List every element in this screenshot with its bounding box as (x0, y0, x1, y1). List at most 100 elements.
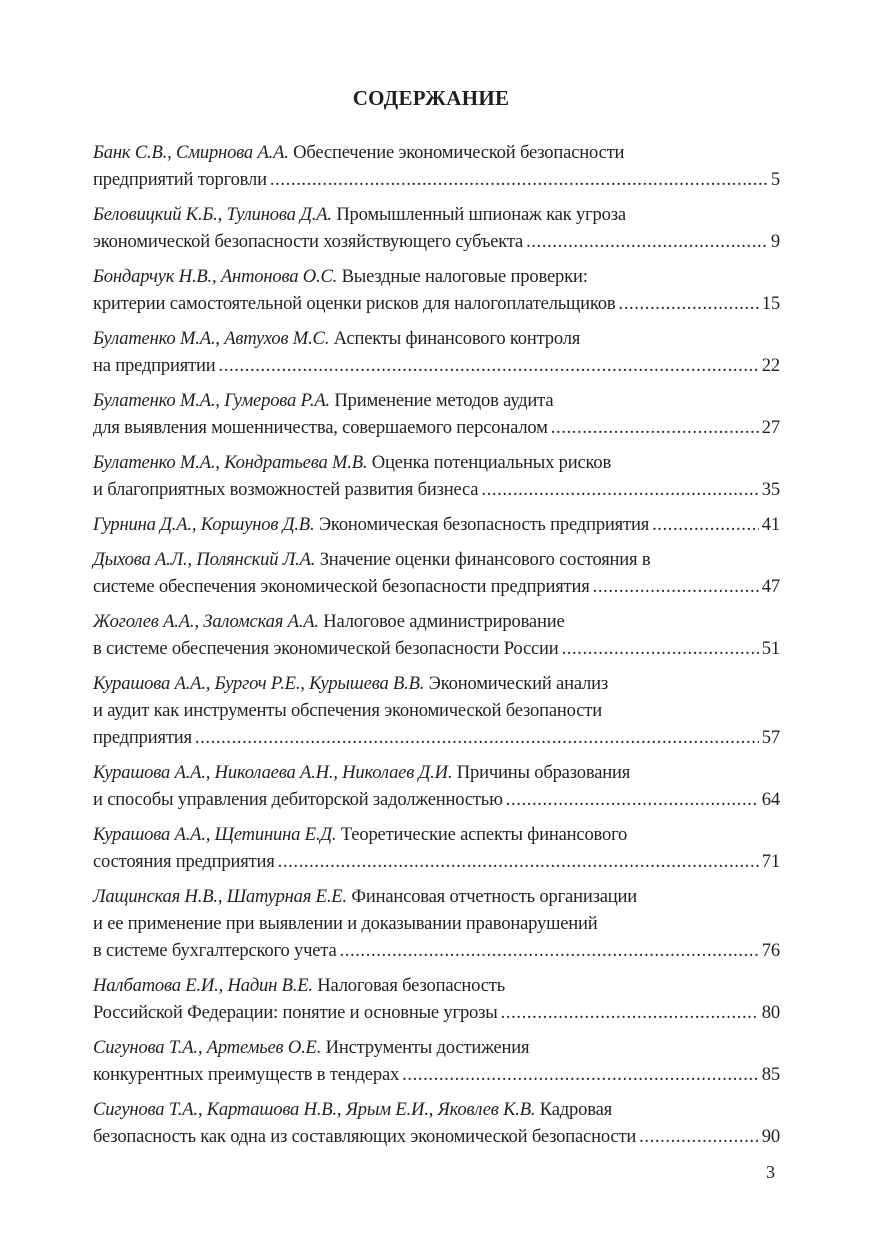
entry-page-number: 15 (761, 293, 780, 314)
toc-entry[interactable]: Беловицкий К.Б., Тулинова Д.А. Промышлен… (93, 201, 780, 255)
entry-authors: Курашова А.А., Бургоч Р.Е., Курышева В.В… (93, 673, 425, 694)
entry-title-line: критерии самостоятельной оценки рисков д… (93, 293, 616, 314)
entry-text: Бондарчук Н.В., Антонова О.С. Выездные н… (93, 263, 588, 290)
toc-entry[interactable]: Сигунова Т.А., Карташова Н.В., Ярым Е.И.… (93, 1096, 780, 1150)
toc-entry[interactable]: Булатенко М.А., Кондратьева М.В. Оценка … (93, 449, 780, 503)
entry-title-line: Теоретические аспекты финансового (340, 824, 628, 845)
entry-title-line: Промышленный шпионаж как угроза (336, 204, 626, 225)
toc-entry[interactable]: Булатенко М.А., Гумерова Р.А. Применение… (93, 387, 780, 441)
entry-page-number: 5 (770, 169, 780, 190)
dot-leader (593, 573, 759, 600)
entry-text: экономической безопасности хозяйствующег… (93, 228, 523, 255)
toc-entry[interactable]: Сигунова Т.А., Артемьев О.Е. Инструменты… (93, 1034, 780, 1088)
toc-entry-line: предприятий торговли 5 (93, 166, 780, 193)
toc-entry[interactable]: Лащинская Н.В., Шатурная Е.Е. Финансовая… (93, 883, 780, 964)
toc-entry[interactable]: Курашова А.А., Бургоч Р.Е., Курышева В.В… (93, 670, 780, 751)
entry-title-line: предприятия (93, 727, 192, 748)
toc-entry[interactable]: Курашова А.А., Щетинина Е.Д. Теоретическ… (93, 821, 780, 875)
dot-leader (340, 937, 759, 964)
entry-text: для выявления мошенничества, совершаемог… (93, 414, 548, 441)
entry-title-line: и благоприятных возможностей развития би… (93, 479, 479, 500)
toc-entry[interactable]: Бондарчук Н.В., Антонова О.С. Выездные н… (93, 263, 780, 317)
entry-text: предприятия (93, 724, 192, 751)
toc-entry-line: для выявления мошенничества, совершаемог… (93, 414, 780, 441)
entry-text: Курашова А.А., Бургоч Р.Е., Курышева В.В… (93, 670, 608, 697)
entry-page-number: 90 (761, 1126, 780, 1147)
entry-title-line: Налоговая безопасность (317, 975, 506, 996)
dot-leader (402, 1061, 759, 1088)
entry-title-line: состояния предприятия (93, 851, 275, 872)
entry-text: предприятий торговли (93, 166, 267, 193)
entry-title-line: и аудит как инструменты обспечения эконо… (93, 700, 602, 721)
entry-text: Дыхова А.Л., Полянский Л.А. Значение оце… (93, 546, 651, 573)
entry-title-line: экономической безопасности хозяйствующег… (93, 231, 524, 252)
toc-entry[interactable]: Налбатова Е.И., Надин В.Е. Налоговая без… (93, 972, 780, 1026)
entry-title-line: Значение оценки финансового состояния в (319, 549, 651, 570)
entry-title-line: конкурентных преимуществ в тендерах (93, 1064, 400, 1085)
toc-entry[interactable]: Жоголев А.А., Заломская А.А. Налоговое а… (93, 608, 780, 662)
dot-leader (195, 724, 759, 751)
entry-text: критерии самостоятельной оценки рисков д… (93, 290, 616, 317)
toc-entry-line: на предприятии 22 (93, 352, 780, 379)
entry-title-line: в системе обеспечения экономической безо… (93, 638, 559, 659)
entry-page-number: 71 (761, 851, 780, 872)
entry-title-line: Обеспечение экономической безопасности (293, 142, 625, 163)
entry-title-line: Российской Федерации: понятие и основные… (93, 1002, 498, 1023)
entry-text: состояния предприятия (93, 848, 275, 875)
dot-leader (639, 1123, 759, 1150)
entry-page-number: 85 (761, 1064, 780, 1085)
entry-authors: Банк С.В., Смирнова А.А. (93, 142, 289, 163)
toc-entry-line: состояния предприятия 71 (93, 848, 780, 875)
entry-text: и аудит как инструменты обспечения эконо… (93, 697, 602, 724)
dot-leader (481, 476, 758, 503)
toc-entry-line: Сигунова Т.А., Карташова Н.В., Ярым Е.И.… (93, 1096, 780, 1123)
entry-text: Российской Федерации: понятие и основные… (93, 999, 498, 1026)
entry-title-line: Экономический анализ (428, 673, 609, 694)
entry-title-line: Экономическая безопасность предприятия (318, 514, 650, 535)
entry-page-number: 22 (761, 355, 780, 376)
entry-title-line: Причины образования (456, 762, 631, 783)
toc-entry-line: конкурентных преимуществ в тендерах 85 (93, 1061, 780, 1088)
entry-authors: Булатенко М.А., Кондратьева М.В. (93, 452, 368, 473)
toc-entry[interactable]: Банк С.В., Смирнова А.А. Обеспечение эко… (93, 139, 780, 193)
entry-text: в системе обеспечения экономической безо… (93, 635, 559, 662)
toc-entry-line: Жоголев А.А., Заломская А.А. Налоговое а… (93, 608, 780, 635)
toc-entry[interactable]: Булатенко М.А., Автухов М.С. Аспекты фин… (93, 325, 780, 379)
entry-title-line: на предприятии (93, 355, 216, 376)
entry-text: Булатенко М.А., Кондратьева М.В. Оценка … (93, 449, 611, 476)
entry-title-line: Выездные налоговые проверки: (341, 266, 588, 287)
toc-entry-line: предприятия 57 (93, 724, 780, 751)
entry-text: Беловицкий К.Б., Тулинова Д.А. Промышлен… (93, 201, 626, 228)
entry-text: конкурентных преимуществ в тендерах (93, 1061, 399, 1088)
page-title: СОДЕРЖАНИЕ (352, 86, 510, 110)
toc-entry-line: и аудит как инструменты обспечения эконо… (93, 697, 780, 724)
entry-authors: Бондарчук Н.В., Антонова О.С. (93, 266, 338, 287)
entry-text: Лащинская Н.В., Шатурная Е.Е. Финансовая… (93, 883, 637, 910)
dot-leader (562, 635, 759, 662)
toc-entry-line: системе обеспечения экономической безопа… (93, 573, 780, 600)
entry-title-line: для выявления мошенничества, совершаемог… (93, 417, 548, 438)
entry-title-line: и ее применение при выявлении и доказыва… (93, 913, 598, 934)
entry-title-line: Налоговое администрирование (323, 611, 565, 632)
toc-entry-line: Курашова А.А., Бургоч Р.Е., Курышева В.В… (93, 670, 780, 697)
dot-leader (526, 228, 768, 255)
entry-text: в системе бухгалтерского учета (93, 937, 337, 964)
entry-text: Курашова А.А., Щетинина Е.Д. Теоретическ… (93, 821, 627, 848)
entry-page-number: 64 (761, 789, 780, 810)
toc-entry[interactable]: Дыхова А.Л., Полянский Л.А. Значение оце… (93, 546, 780, 600)
toc-entry[interactable]: Гурнина Д.А., Коршунов Д.В. Экономическа… (93, 511, 780, 538)
entry-title-line: предприятий торговли (93, 169, 267, 190)
entry-text: Гурнина Д.А., Коршунов Д.В. Экономическа… (93, 511, 649, 538)
entry-text: на предприятии (93, 352, 216, 379)
toc-entry-line: Курашова А.А., Николаева А.Н., Николаев … (93, 759, 780, 786)
entry-page-number: 76 (761, 940, 780, 961)
toc-entry-line: Булатенко М.А., Гумерова Р.А. Применение… (93, 387, 780, 414)
entry-page-number: 35 (761, 479, 780, 500)
entry-page-number: 47 (761, 576, 780, 597)
dot-leader (278, 848, 759, 875)
entry-text: Жоголев А.А., Заломская А.А. Налоговое а… (93, 608, 565, 635)
dot-leader (506, 786, 759, 813)
entry-authors: Лащинская Н.В., Шатурная Е.Е. (93, 886, 347, 907)
toc-entry-line: Лащинская Н.В., Шатурная Е.Е. Финансовая… (93, 883, 780, 910)
toc-entry[interactable]: Курашова А.А., Николаева А.Н., Николаев … (93, 759, 780, 813)
